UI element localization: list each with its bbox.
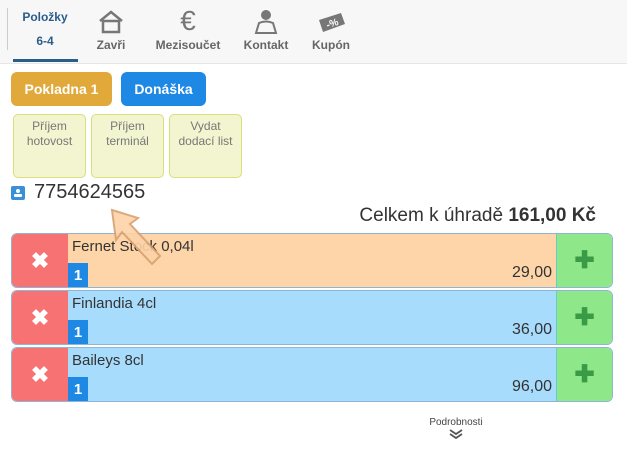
plus-icon: ✚	[574, 247, 595, 274]
add-item-button[interactable]: ✚	[556, 348, 612, 401]
plus-icon: ✚	[574, 304, 595, 331]
tab-label: Mezisoučet	[155, 38, 221, 52]
item-body[interactable]: Baileys 8cl 1 96,00	[68, 348, 556, 401]
user-icon	[238, 8, 294, 34]
tile-label: terminál	[106, 134, 149, 148]
delivery-button[interactable]: Donáška	[121, 72, 206, 106]
item-price: 36,00	[511, 321, 552, 338]
close-icon: ✖	[30, 247, 50, 273]
tab-close[interactable]: Zavři	[88, 8, 134, 52]
tab-label: Kontakt	[243, 38, 289, 52]
tab-items-label: Položky	[22, 10, 68, 24]
tab-subtotal[interactable]: € Mezisoučet	[148, 5, 228, 53]
tab-contact[interactable]: Kontakt	[238, 8, 294, 52]
divider	[7, 8, 8, 50]
remove-item-button[interactable]: ✖	[12, 234, 68, 287]
order-item: ✖ Fernet Stock 0,04l 1 29,00 ✚	[11, 233, 613, 288]
tab-items[interactable]: Položky 6-4	[10, 10, 80, 48]
contact-icon	[11, 185, 25, 200]
tab-label: Kupón	[312, 38, 350, 52]
item-name: Baileys 8cl	[72, 352, 144, 369]
close-icon: ✖	[30, 304, 50, 330]
close-icon: ✖	[30, 361, 50, 387]
item-body[interactable]: Finlandia 4cl 1 36,00	[68, 291, 556, 344]
chevron-double-down-icon	[420, 428, 492, 443]
tile-label: hotovost	[26, 134, 73, 148]
total-due: Celkem k úhradě 161,00 Kč	[359, 205, 596, 227]
home-icon	[88, 8, 134, 34]
tile-label: Příjem	[32, 119, 67, 133]
tab-label: Zavři	[96, 38, 126, 52]
tab-items-count: 6-4	[36, 34, 54, 48]
add-item-button[interactable]: ✚	[556, 234, 612, 287]
remove-item-button[interactable]: ✖	[12, 348, 68, 401]
tile-label: Vydat	[190, 119, 221, 133]
remove-item-button[interactable]: ✖	[12, 291, 68, 344]
coupon-icon: -%	[306, 8, 356, 34]
order-item: ✖ Finlandia 4cl 1 36,00 ✚	[11, 290, 613, 345]
tile-label: dodací list	[178, 134, 233, 148]
total-amount: 161,00 Kč	[508, 205, 596, 226]
item-name: Finlandia 4cl	[72, 295, 157, 312]
details-toggle[interactable]: Podrobnosti	[420, 417, 492, 443]
tab-coupon[interactable]: -% Kupón	[306, 8, 356, 52]
add-item-button[interactable]: ✚	[556, 291, 612, 344]
tile-label: Příjem	[110, 119, 145, 133]
item-name: Fernet Stock 0,04l	[72, 238, 194, 255]
total-label: Celkem k úhradě	[359, 205, 504, 226]
item-quantity: 1	[68, 320, 88, 344]
item-quantity: 1	[68, 263, 88, 287]
top-nav: Položky 6-4 Zavři € Mezisoučet Kontakt -…	[0, 0, 627, 64]
plus-icon: ✚	[574, 361, 595, 388]
register-button[interactable]: Pokladna 1	[11, 72, 112, 106]
active-tab-underline	[13, 59, 78, 62]
phone-number: 7754624565	[34, 181, 146, 203]
cash-payment-button[interactable]: Příjem hotovost	[13, 114, 86, 178]
terminal-payment-button[interactable]: Příjem terminál	[91, 114, 164, 178]
delivery-note-button[interactable]: Vydat dodací list	[169, 114, 242, 178]
item-price: 29,00	[511, 264, 552, 281]
order-item: ✖ Baileys 8cl 1 96,00 ✚	[11, 347, 613, 402]
details-label: Podrobnosti	[429, 417, 483, 428]
customer-contact[interactable]: 7754624565	[11, 181, 145, 204]
item-quantity: 1	[68, 377, 88, 401]
pointer-cursor-icon	[110, 208, 162, 266]
svg-text:-%: -%	[325, 17, 340, 31]
euro-icon: €	[180, 5, 196, 36]
item-price: 96,00	[511, 378, 552, 395]
